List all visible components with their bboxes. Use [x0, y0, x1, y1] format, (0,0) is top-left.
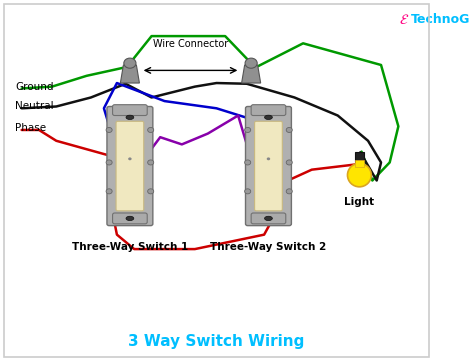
Circle shape — [128, 157, 132, 160]
Ellipse shape — [126, 115, 134, 119]
Text: Ground: Ground — [15, 82, 54, 92]
Circle shape — [286, 189, 292, 194]
FancyBboxPatch shape — [113, 105, 147, 116]
Circle shape — [286, 127, 292, 132]
FancyBboxPatch shape — [246, 106, 292, 226]
Circle shape — [245, 127, 251, 132]
Polygon shape — [120, 65, 139, 83]
Circle shape — [286, 160, 292, 165]
FancyBboxPatch shape — [355, 152, 364, 162]
Polygon shape — [242, 65, 261, 83]
Ellipse shape — [264, 216, 273, 221]
FancyBboxPatch shape — [255, 121, 283, 211]
Circle shape — [147, 189, 154, 194]
Text: 3 Way Switch Wiring: 3 Way Switch Wiring — [128, 334, 305, 349]
Circle shape — [267, 157, 270, 160]
Circle shape — [106, 127, 112, 132]
Ellipse shape — [347, 163, 371, 187]
Circle shape — [245, 189, 251, 194]
Text: Phase: Phase — [15, 123, 46, 133]
Circle shape — [245, 58, 257, 68]
Text: Three-Way Switch 1: Three-Way Switch 1 — [72, 242, 188, 252]
Text: $\mathcal{E}$: $\mathcal{E}$ — [399, 13, 409, 27]
Ellipse shape — [264, 115, 273, 119]
Circle shape — [106, 160, 112, 165]
Text: Light: Light — [344, 197, 374, 207]
FancyBboxPatch shape — [113, 213, 147, 224]
Circle shape — [147, 127, 154, 132]
FancyBboxPatch shape — [107, 106, 153, 226]
Text: Neutral: Neutral — [15, 101, 54, 112]
FancyBboxPatch shape — [251, 213, 286, 224]
Circle shape — [245, 160, 251, 165]
Ellipse shape — [126, 216, 134, 221]
Circle shape — [106, 189, 112, 194]
Text: TechnoG: TechnoG — [411, 13, 471, 26]
Circle shape — [147, 160, 154, 165]
FancyBboxPatch shape — [116, 121, 144, 211]
FancyBboxPatch shape — [251, 105, 286, 116]
Circle shape — [124, 58, 136, 68]
Text: Three-Way Switch 2: Three-Way Switch 2 — [210, 242, 327, 252]
Text: Wire Connector: Wire Connector — [153, 39, 228, 49]
FancyBboxPatch shape — [355, 160, 364, 167]
